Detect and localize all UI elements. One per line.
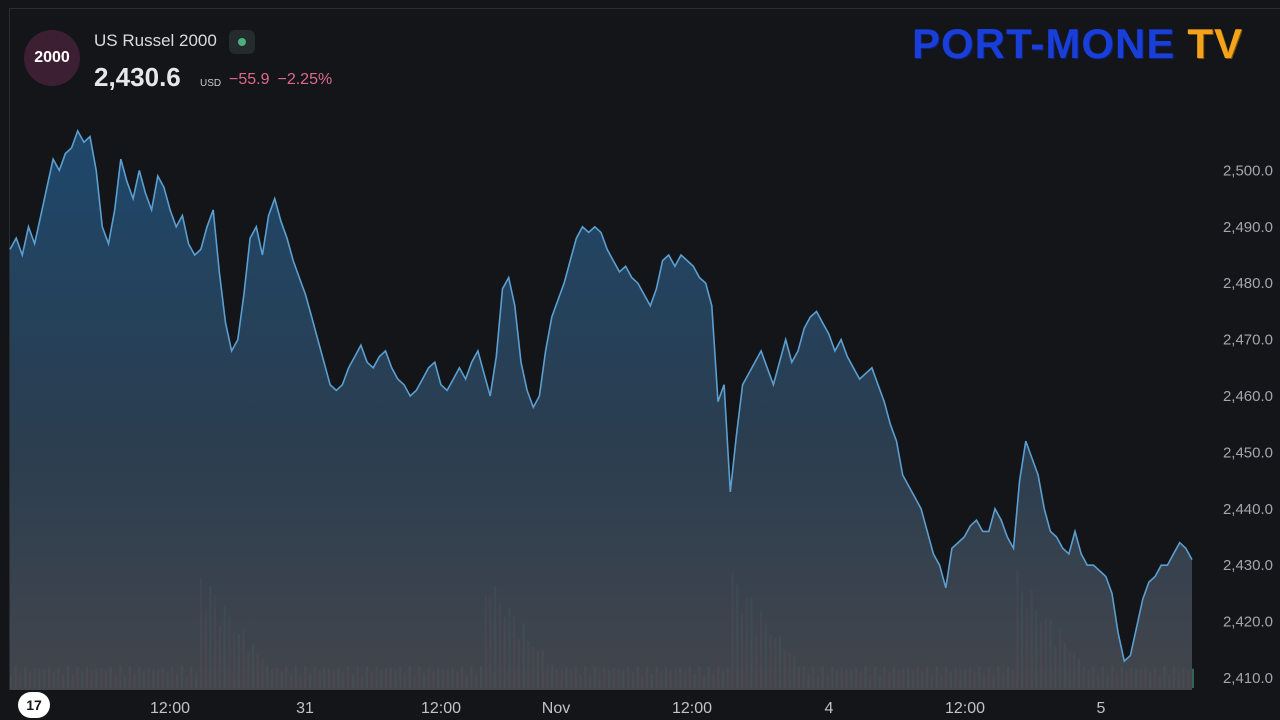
y-tick-label: 2,430.0 <box>1223 557 1273 574</box>
y-tick-label: 2,490.0 <box>1223 219 1273 236</box>
y-tick-label: 2,440.0 <box>1223 501 1273 518</box>
tradingview-logo-icon[interactable]: 17 <box>18 692 50 718</box>
x-tick-label: 12:00 <box>421 700 461 717</box>
y-tick-label: 2,470.0 <box>1223 332 1273 349</box>
x-tick-label: 12:00 <box>945 700 985 717</box>
market-open-dot-icon <box>238 38 246 46</box>
y-tick-label: 2,460.0 <box>1223 388 1273 405</box>
y-tick-label: 2,450.0 <box>1223 444 1273 461</box>
y-tick-label: 2,410.0 <box>1223 670 1273 687</box>
chart-top-border <box>10 8 1280 9</box>
x-tick-label: 12:00 <box>672 700 712 717</box>
chart-left-border <box>9 8 10 690</box>
y-tick-label: 2,500.0 <box>1223 162 1273 179</box>
x-tick-label: 31 <box>296 700 314 717</box>
y-axis: 2,500.0 2,490.0 2,480.0 2,470.0 2,460.0 2,450… <box>1223 162 1273 687</box>
currency-label: USD <box>200 78 222 89</box>
last-price: 2,430.6 <box>94 62 181 92</box>
change-percent: −2.25% <box>277 71 333 88</box>
x-axis: 12:00 31 12:00 Nov 12:00 4 12:00 5 <box>150 700 1106 717</box>
y-tick-label: 2,480.0 <box>1223 275 1273 292</box>
price-line <box>9 128 1193 663</box>
symbol-name[interactable]: US Russel 2000 <box>94 31 217 50</box>
x-tick-label: 5 <box>1097 700 1106 717</box>
x-tick-label: 4 <box>825 700 834 717</box>
symbol-badge: 2000 <box>24 30 80 86</box>
price-area-fill <box>10 130 1192 690</box>
logo-main-text: PORT-MONE <box>912 20 1176 67</box>
port-mone-tv-logo: PORT-MONE TV <box>912 20 1243 68</box>
x-tick-label: 12:00 <box>150 700 190 717</box>
price-change: −55.9 −2.25% <box>229 71 332 89</box>
x-tick-label: Nov <box>542 700 570 717</box>
y-tick-label: 2,420.0 <box>1223 614 1273 631</box>
logo-tv-text: TV <box>1187 20 1244 67</box>
market-status-indicator[interactable] <box>229 30 255 54</box>
volume-bar <box>1192 668 1194 688</box>
change-absolute: −55.9 <box>229 71 270 88</box>
